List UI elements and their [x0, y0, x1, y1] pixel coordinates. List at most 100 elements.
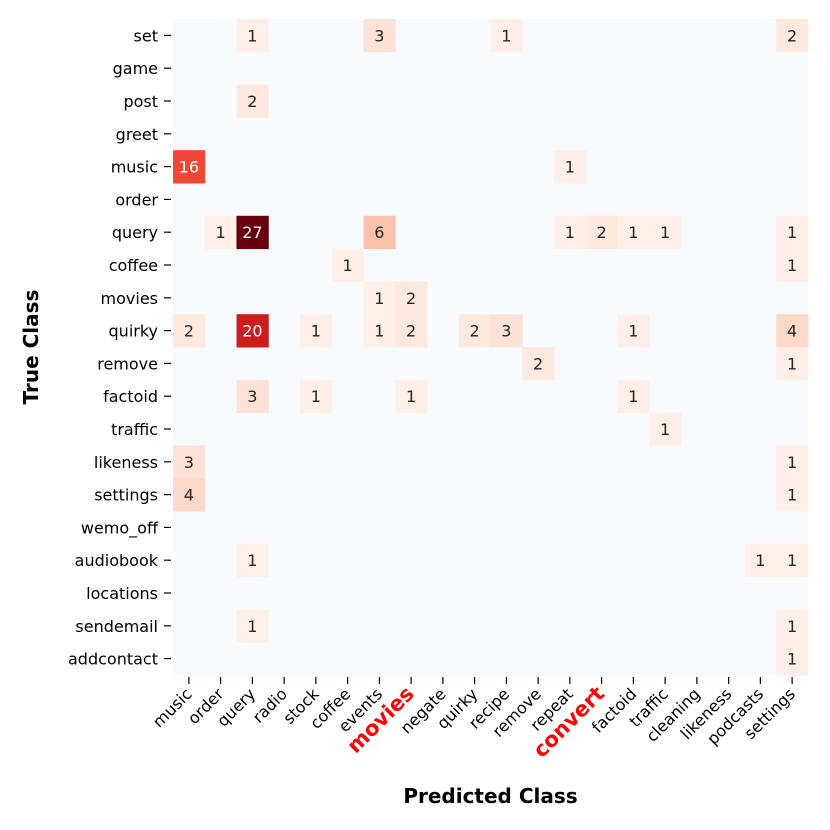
heatmap-cell: 2 [395, 281, 428, 315]
heatmap-cell-fill [522, 347, 555, 381]
heatmap-cell-value: 1 [755, 551, 765, 570]
heatmap-cell: 1 [776, 445, 809, 479]
heatmap-cell: 1 [204, 215, 237, 250]
heatmap-cell-fill [236, 609, 269, 643]
heatmap-cell-fill [649, 215, 682, 250]
heatmap-cell-fill [204, 215, 237, 250]
heatmap-cell: 3 [236, 379, 269, 414]
heatmap-cell-value: 2 [184, 322, 194, 341]
heatmap-cell: 1 [649, 215, 682, 250]
heatmap-cell: 1 [776, 609, 809, 643]
heatmap-cell-value: 1 [565, 223, 575, 242]
heatmap-cell: 16 [173, 150, 206, 184]
heatmap-cell-value: 20 [242, 322, 262, 341]
y-tick-label: settings [94, 486, 158, 505]
heatmap-cell: 2 [458, 314, 491, 348]
y-tick-label: order [115, 190, 158, 209]
heatmap-cell: 2 [173, 314, 206, 348]
heatmap-cell-fill [776, 445, 809, 479]
heatmap-cell-value: 1 [501, 26, 511, 45]
heatmap-cell-fill [490, 19, 523, 53]
heatmap-cell-fill [776, 215, 809, 250]
heatmap-cell-fill [617, 215, 650, 250]
heatmap-cell-fill [776, 609, 809, 643]
heatmap-cell: 1 [236, 543, 269, 578]
heatmap-cell-fill [458, 314, 491, 348]
heatmap-cell-fill [776, 642, 809, 676]
heatmap-cell-fill [173, 150, 206, 184]
heatmap-cell-fill [776, 347, 809, 381]
heatmap-cell-value: 1 [247, 26, 257, 45]
y-tick-label: movies [101, 289, 158, 308]
heatmap-cell: 1 [554, 150, 587, 184]
heatmap-cell-value: 1 [787, 551, 797, 570]
heatmap-cell-fill [173, 445, 206, 479]
heatmap-cell-value: 6 [374, 223, 384, 242]
heatmap-cell: 1 [617, 379, 650, 414]
heatmap-cell-value: 1 [343, 256, 353, 275]
heatmap-cell: 1 [300, 314, 333, 348]
heatmap-cell: 1 [395, 379, 428, 414]
heatmap-cell: 1 [300, 379, 333, 414]
heatmap-cell: 1 [776, 248, 809, 282]
x-axis-title: Predicted Class [403, 784, 577, 808]
heatmap-cell-fill [776, 314, 809, 348]
y-tick-label: sendemail [75, 617, 158, 636]
heatmap-cell-value: 1 [660, 223, 670, 242]
y-tick-label: post [123, 92, 158, 111]
heatmap-cell-value: 1 [406, 387, 416, 406]
heatmap-cell: 1 [617, 215, 650, 250]
y-tick-label: query [112, 223, 158, 242]
heatmap-cell-fill [776, 19, 809, 53]
y-axis-tick-labels: set game post greet music order query coffee mov… [68, 26, 171, 669]
heatmap-cell-fill [395, 379, 428, 414]
heatmap-cell-fill [776, 248, 809, 282]
heatmap-cell-fill [236, 543, 269, 578]
heatmap-cell: 2 [585, 215, 618, 250]
heatmap-cell: 2 [522, 347, 555, 381]
heatmap-cell-value: 3 [501, 322, 511, 341]
heatmap-cell: 1 [776, 543, 809, 578]
heatmap-cell-fill [331, 248, 364, 282]
heatmap-cell-fill [300, 379, 333, 414]
heatmap-cell: 20 [236, 314, 269, 348]
heatmap-cell-value: 4 [184, 486, 194, 505]
heatmap-cell: 3 [490, 314, 523, 348]
y-tick-label: addcontact [68, 650, 158, 669]
y-tick-label: set [134, 26, 158, 45]
heatmap-cell-value: 3 [374, 26, 384, 45]
heatmap-cell: 3 [363, 19, 396, 53]
heatmap-cell-fill [363, 281, 396, 315]
heatmap-cell: 1 [236, 609, 269, 643]
heatmap-cell: 3 [173, 445, 206, 479]
heatmap-cell: 2 [236, 84, 269, 118]
heatmap-cell-fill [173, 314, 206, 348]
heatmap-cell-value: 27 [242, 223, 262, 242]
y-tick-label: greet [116, 125, 158, 144]
heatmap-cell-value: 1 [787, 486, 797, 505]
heatmap-cell-fill [490, 314, 523, 348]
heatmap-cell-fill [236, 215, 269, 250]
y-tick-label: quirky [109, 322, 158, 341]
heatmap-cell-fill [395, 281, 428, 315]
heatmap-cell-value: 2 [597, 223, 607, 242]
heatmap-cell: 1 [331, 248, 364, 282]
heatmap-cell-fill [236, 314, 269, 348]
heatmap-cell: 1 [776, 478, 809, 512]
heatmap-cell: 1 [363, 281, 396, 315]
heatmap-cell-value: 1 [787, 256, 797, 275]
heatmap-cell-value: 1 [216, 223, 226, 242]
heatmap-cell-fill [236, 379, 269, 414]
heatmap-cell-value: 1 [660, 420, 670, 439]
heatmap-cell-value: 1 [565, 158, 575, 177]
heatmap-cell-value: 1 [787, 453, 797, 472]
heatmap-cell-fill [363, 215, 396, 250]
heatmap-cell-value: 16 [179, 158, 199, 177]
heatmap-cell: 2 [776, 19, 809, 53]
heatmap-cell-value: 1 [628, 387, 638, 406]
heatmap-cell-fill [554, 150, 587, 184]
y-tick-label: factoid [103, 387, 158, 406]
heatmap-cell-value: 1 [374, 289, 384, 308]
y-tick-label: coffee [109, 256, 158, 275]
heatmap-cell-value: 1 [374, 322, 384, 341]
